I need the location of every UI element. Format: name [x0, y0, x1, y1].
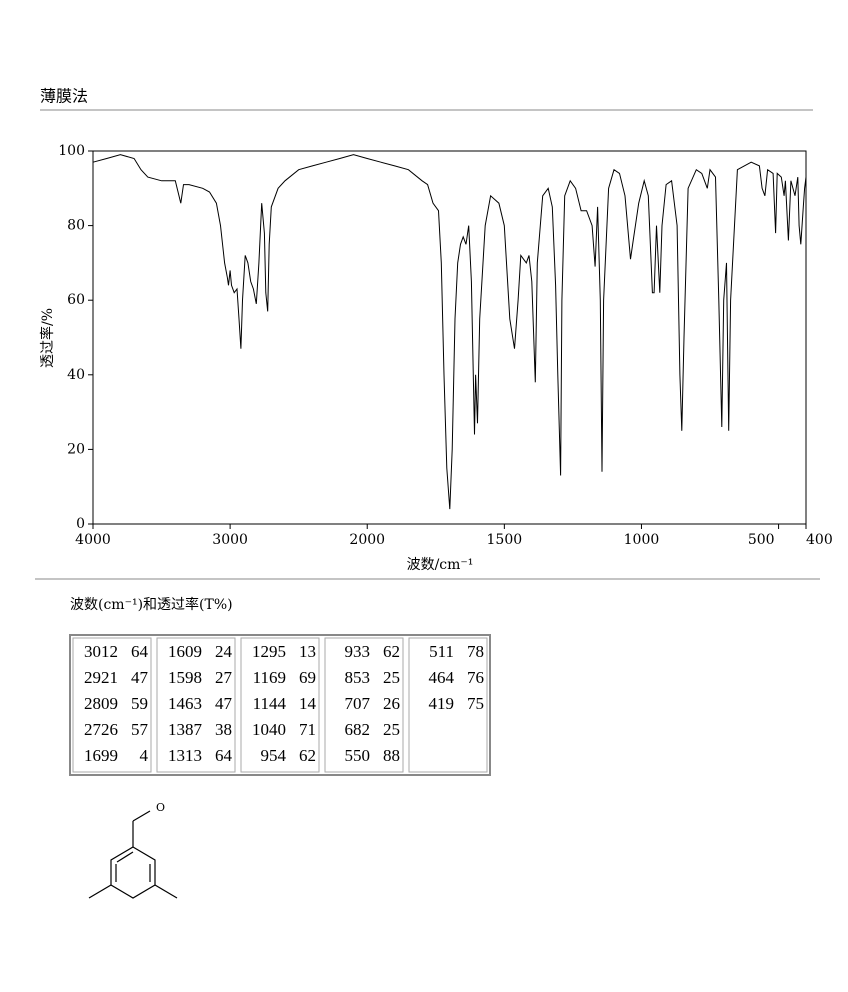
y-tick-label: 60	[67, 292, 85, 308]
table-column	[156, 637, 236, 773]
transmittance: 62	[299, 746, 316, 765]
atom-label: O	[156, 801, 165, 814]
y-axis-label: 透过率/%	[39, 308, 56, 368]
wavenumber: 3012	[84, 642, 118, 661]
wavenumber: 1313	[168, 746, 202, 765]
y-tick-label: 100	[58, 143, 85, 159]
y-tick-label: 40	[67, 367, 85, 383]
wavenumber: 419	[429, 694, 455, 713]
transmittance: 88	[383, 746, 400, 765]
wavenumber: 933	[345, 642, 371, 661]
transmittance: 38	[215, 720, 232, 739]
wavenumber: 2726	[84, 720, 118, 739]
transmittance: 64	[215, 746, 233, 765]
transmittance: 47	[131, 668, 149, 687]
x-tick-label: 1000	[624, 532, 660, 548]
transmittance: 62	[383, 642, 400, 661]
transmittance: 64	[131, 642, 149, 661]
transmittance: 59	[131, 694, 148, 713]
transmittance: 25	[383, 668, 400, 687]
wavenumber: 2809	[84, 694, 118, 713]
transmittance: 69	[299, 668, 316, 687]
x-tick-label: 400	[806, 532, 833, 548]
transmittance: 26	[383, 694, 400, 713]
wavenumber: 1463	[168, 694, 202, 713]
wavenumber: 2921	[84, 668, 118, 687]
transmittance: 76	[467, 668, 484, 687]
wavenumber: 954	[261, 746, 287, 765]
spectrum-line	[92, 154, 807, 510]
wavenumber: 1598	[168, 668, 202, 687]
y-tick-label: 80	[67, 218, 85, 234]
transmittance: 27	[215, 668, 233, 687]
wavenumber: 1144	[253, 694, 287, 713]
transmittance: 47	[215, 694, 233, 713]
wavenumber: 1295	[252, 642, 286, 661]
structure	[88, 810, 178, 899]
wavenumber: 511	[429, 642, 454, 661]
wavenumber: 1169	[253, 668, 286, 687]
wavenumber: 1040	[252, 720, 286, 739]
transmittance: 57	[131, 720, 149, 739]
wavenumber: 682	[345, 720, 371, 739]
wavenumber: 1387	[168, 720, 203, 739]
wavenumber: 1609	[168, 642, 202, 661]
x-tick-label: 1500	[487, 532, 523, 548]
transmittance: 13	[299, 642, 316, 661]
transmittance: 71	[299, 720, 316, 739]
wavenumber: 464	[429, 668, 455, 687]
table-column	[72, 637, 152, 773]
transmittance: 4	[140, 746, 149, 765]
table-column	[408, 637, 488, 773]
x-tick-label: 2000	[349, 532, 385, 548]
table-border	[69, 634, 491, 776]
table-title: 波数(cm⁻¹)和透过率(T%)	[70, 596, 233, 613]
wavenumber: 550	[345, 746, 371, 765]
transmittance: 24	[215, 642, 233, 661]
plot-frame	[92, 150, 807, 525]
transmittance: 75	[467, 694, 484, 713]
table-column	[240, 637, 320, 773]
x-tick-label: 500	[748, 532, 775, 548]
wavenumber: 853	[345, 668, 371, 687]
x-tick-label: 4000	[75, 532, 111, 548]
y-tick-label: 20	[67, 441, 85, 457]
page-title: 薄膜法	[40, 87, 88, 106]
wavenumber: 707	[345, 694, 371, 713]
y-tick-label: 0	[76, 516, 85, 532]
table-column	[324, 637, 404, 773]
transmittance: 78	[467, 642, 484, 661]
transmittance: 14	[299, 694, 317, 713]
wavenumber: 1699	[84, 746, 118, 765]
x-tick-label: 3000	[212, 532, 248, 548]
x-axis-label: 波数/cm⁻¹	[407, 557, 474, 573]
transmittance: 25	[383, 720, 400, 739]
